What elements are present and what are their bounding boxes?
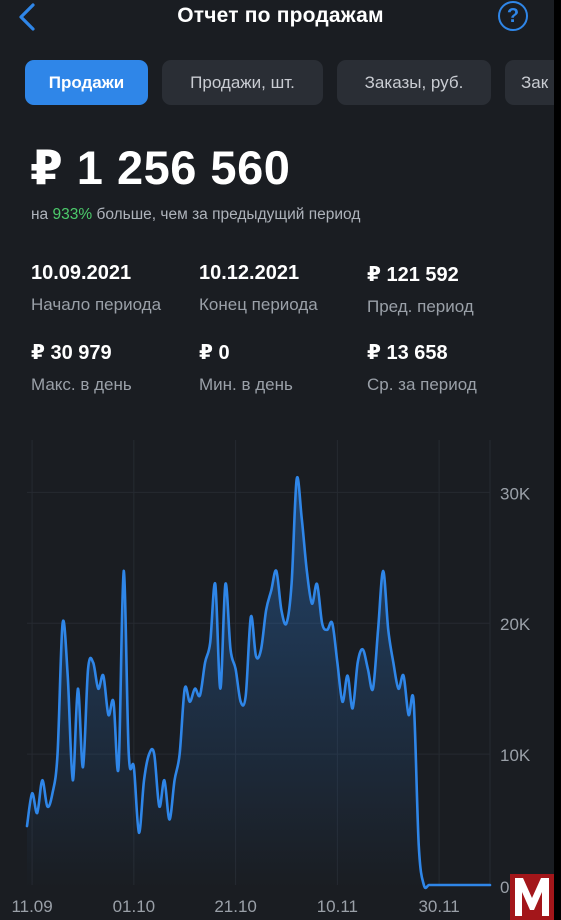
stat-label: Пред. период [367,297,474,316]
stat-label: Ср. за период [367,375,477,394]
stat-label: Макс. в день [31,375,132,394]
y-tick-label: 20K [500,615,531,634]
stat-label: Мин. в день [199,375,293,394]
page-title: Отчет по продажам [177,4,384,27]
stat-value: 10.09.2021 [31,262,132,284]
comparison-suffix: больше, чем за предыдущий период [92,206,361,223]
tab-sales-units[interactable]: Продажи, шт. [162,60,323,105]
tab-bar: Продажи Продажи, шт. Заказы, руб. Зак [25,60,555,106]
total-sales: ₽ 1 256 560 [30,141,291,194]
logo-m-icon [510,874,554,920]
comparison-percent: 933% [52,206,93,223]
tab-sales[interactable]: Продажи [25,60,148,105]
comparison-text: на 933% больше, чем за предыдущий период [31,206,360,224]
stat-value: 10.12.2021 [199,262,300,284]
sales-chart[interactable]: 10K 20K 30K 0 11.09 01.10 21.10 10.11 30.11 [0,420,554,920]
chevron-left-icon[interactable] [14,2,42,32]
tab-orders-rub[interactable]: Заказы, руб. [337,60,491,105]
stat-period-start: 10.09.2021 Начало периода [31,262,161,315]
sales-area [27,477,490,888]
x-tick-label: 01.10 [113,897,156,916]
stat-value: ₽ 30 979 [31,342,112,364]
x-tick-label: 21.10 [214,897,257,916]
stat-min-day: ₽ 0 Мин. в день [199,340,293,395]
y-tick-label-zero: 0 [500,878,509,897]
stat-label: Начало периода [31,295,162,314]
stat-period-end: 10.12.2021 Конец периода [199,262,318,315]
x-tick-label: 30.11 [418,897,459,916]
stat-prev-period: ₽ 121 592 Пред. период [367,262,474,317]
stat-label: Конец периода [199,295,318,314]
question-circle-icon[interactable]: ? [498,1,528,31]
y-tick-label: 30K [500,484,531,503]
stat-value: ₽ 13 658 [367,342,448,364]
x-tick-label: 10.11 [317,897,358,916]
sales-line [25,475,492,890]
stat-max-day: ₽ 30 979 Макс. в день [31,340,132,395]
stat-value: ₽ 0 [199,342,230,364]
stat-avg-period: ₽ 13 658 Ср. за период [367,340,477,395]
x-tick-label: 11.09 [11,897,52,916]
y-tick-label: 10K [500,746,531,765]
tab-orders-partial[interactable]: Зак [505,60,555,105]
comparison-prefix: на [31,206,53,223]
stat-value: ₽ 121 592 [367,264,459,286]
screen-edge [554,0,561,920]
top-bar: Отчет по продажам ? [0,0,561,36]
